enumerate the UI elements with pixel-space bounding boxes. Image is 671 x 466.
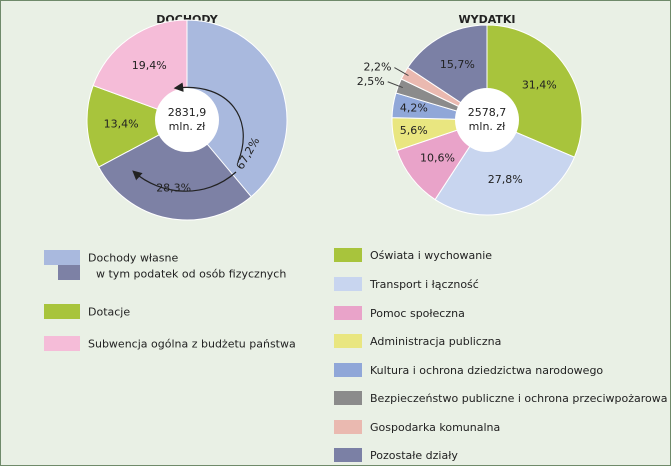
legend-label: Gospodarka komunalna (370, 421, 500, 434)
legend-swatch (44, 304, 80, 319)
legend-swatch (334, 363, 362, 377)
legend-label: Pomoc społeczna (370, 307, 465, 320)
legend-label: Kultura i ochrona dziedzictwa narodowego (370, 364, 603, 377)
pie-hole (455, 88, 519, 152)
data-label: 10,6% (420, 151, 455, 164)
data-label: 5,6% (400, 124, 428, 137)
arrow (173, 82, 244, 163)
pie-slice (434, 119, 576, 216)
pie-sub-slice (98, 119, 252, 221)
data-label: 2,2% (363, 61, 391, 74)
legend-label: Dochody własne (88, 252, 179, 265)
legend-label: Administracja publiczna (370, 335, 501, 348)
pie-hole (155, 88, 219, 152)
data-label: 27,8% (488, 173, 523, 186)
legend-swatch (334, 448, 362, 462)
data-label: 31,4% (522, 78, 557, 91)
data-label: 4,2% (400, 101, 428, 114)
legend-label: w tym podatek od osób fizycznych (96, 268, 286, 281)
legend-swatch (44, 250, 80, 265)
legend-swatch (334, 334, 362, 348)
pie-slice (92, 19, 188, 121)
legend-swatch (334, 277, 362, 291)
pie-slice (86, 84, 189, 168)
data-label: 2,5% (357, 75, 385, 88)
leader-line (387, 81, 403, 89)
legend-label: Transport i łączność (369, 278, 479, 291)
legend-swatch (334, 248, 362, 262)
data-label: 15,7% (440, 58, 475, 71)
center-label: 2831,9 (168, 106, 207, 119)
legend-swatch (44, 336, 80, 351)
data-label: 28,3% (156, 182, 191, 195)
legend-label: Subwencja ogólna z budżetu państwa (88, 338, 296, 351)
center-label: mln. zł (169, 120, 207, 133)
legend-swatch (334, 420, 362, 434)
leader-line (394, 67, 409, 76)
legend-swatch (334, 306, 362, 320)
arrow (132, 170, 237, 192)
legend-label: Pozostałe działy (370, 449, 458, 462)
legend-swatch (334, 391, 362, 405)
data-label: 19,4% (132, 59, 167, 72)
legend-swatch (58, 265, 80, 280)
legend-label: Oświata i wychowanie (370, 249, 492, 262)
legend-label: Dotacje (88, 306, 130, 319)
chart-title: WYDATKI (458, 13, 515, 26)
center-label: 2578,7 (468, 106, 507, 119)
center-label: mln. zł (469, 120, 507, 133)
data-label: 13,4% (104, 118, 139, 131)
legend-label: Bezpieczeństwo publiczne i ochrona przec… (370, 392, 667, 405)
